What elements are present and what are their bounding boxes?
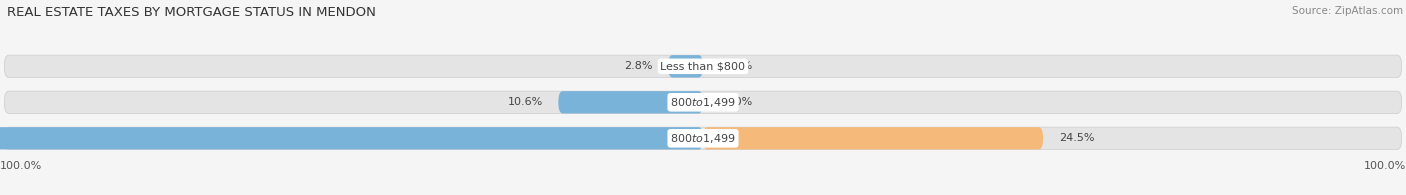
Text: $800 to $1,499: $800 to $1,499 — [671, 132, 735, 145]
Text: Source: ZipAtlas.com: Source: ZipAtlas.com — [1292, 6, 1403, 16]
FancyBboxPatch shape — [558, 91, 703, 113]
FancyBboxPatch shape — [4, 91, 1402, 113]
Text: 24.5%: 24.5% — [1059, 133, 1094, 143]
FancyBboxPatch shape — [0, 127, 703, 149]
Text: REAL ESTATE TAXES BY MORTGAGE STATUS IN MENDON: REAL ESTATE TAXES BY MORTGAGE STATUS IN … — [7, 6, 375, 19]
Text: Less than $800: Less than $800 — [661, 61, 745, 71]
Text: 2.8%: 2.8% — [624, 61, 652, 71]
Text: 10.6%: 10.6% — [508, 97, 543, 107]
FancyBboxPatch shape — [668, 55, 703, 77]
Text: 0.0%: 0.0% — [724, 61, 752, 71]
Text: $800 to $1,499: $800 to $1,499 — [671, 96, 735, 109]
FancyBboxPatch shape — [4, 127, 1402, 149]
Text: 100.0%: 100.0% — [0, 161, 42, 171]
Text: 100.0%: 100.0% — [1364, 161, 1406, 171]
FancyBboxPatch shape — [4, 55, 1402, 77]
Text: 0.0%: 0.0% — [724, 97, 752, 107]
FancyBboxPatch shape — [703, 127, 1043, 149]
